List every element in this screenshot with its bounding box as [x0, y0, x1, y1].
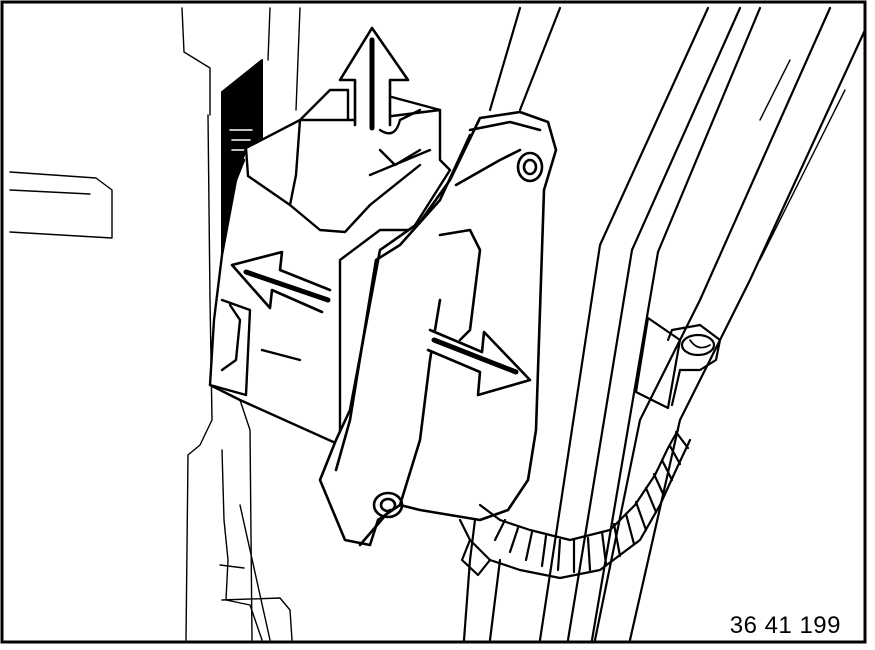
arrow-left-icon	[230, 250, 332, 314]
wiring-harness	[458, 428, 692, 580]
figure-reference-number: 36 41 199	[727, 612, 843, 640]
control-unit	[208, 88, 452, 447]
door-frame-pillar	[462, 6, 867, 642]
arrow-up-icon	[338, 26, 410, 131]
retaining-clip	[634, 316, 722, 410]
connector-plug	[318, 110, 558, 547]
arrow-right-down-icon	[426, 328, 532, 397]
body-panel-lines	[9, 7, 301, 641]
